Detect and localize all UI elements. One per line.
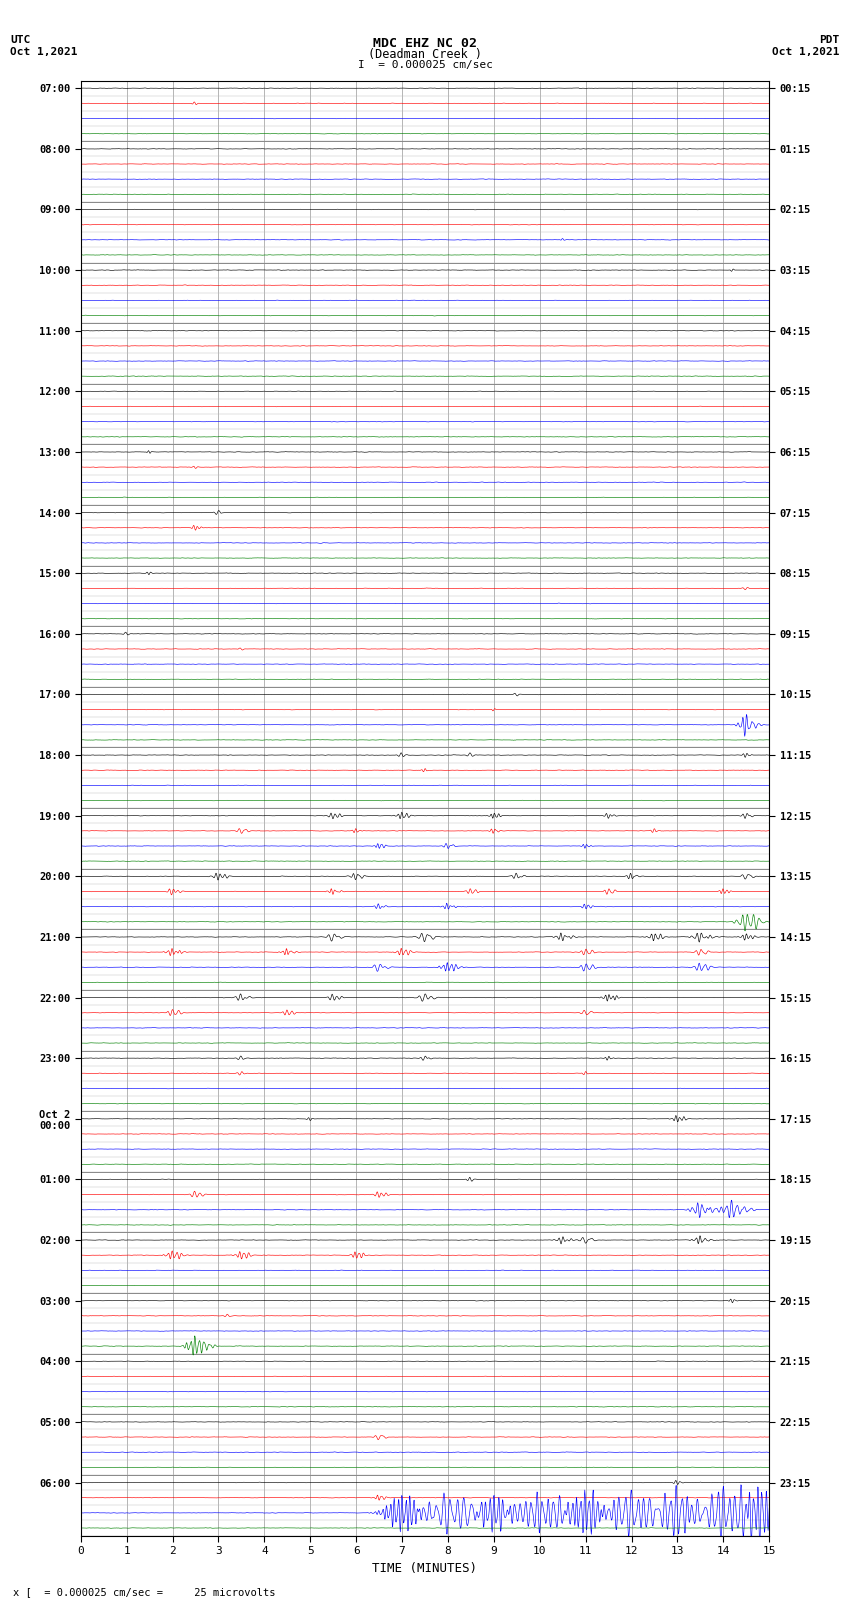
Text: MDC EHZ NC 02: MDC EHZ NC 02	[373, 37, 477, 50]
Text: (Deadman Creek ): (Deadman Creek )	[368, 48, 482, 61]
Text: Oct 1,2021: Oct 1,2021	[773, 47, 840, 56]
Text: UTC: UTC	[10, 35, 31, 45]
Text: x [  = 0.000025 cm/sec =     25 microvolts: x [ = 0.000025 cm/sec = 25 microvolts	[13, 1587, 275, 1597]
X-axis label: TIME (MINUTES): TIME (MINUTES)	[372, 1561, 478, 1574]
Text: PDT: PDT	[819, 35, 840, 45]
Text: I  = 0.000025 cm/sec: I = 0.000025 cm/sec	[358, 60, 492, 69]
Text: Oct 1,2021: Oct 1,2021	[10, 47, 77, 56]
